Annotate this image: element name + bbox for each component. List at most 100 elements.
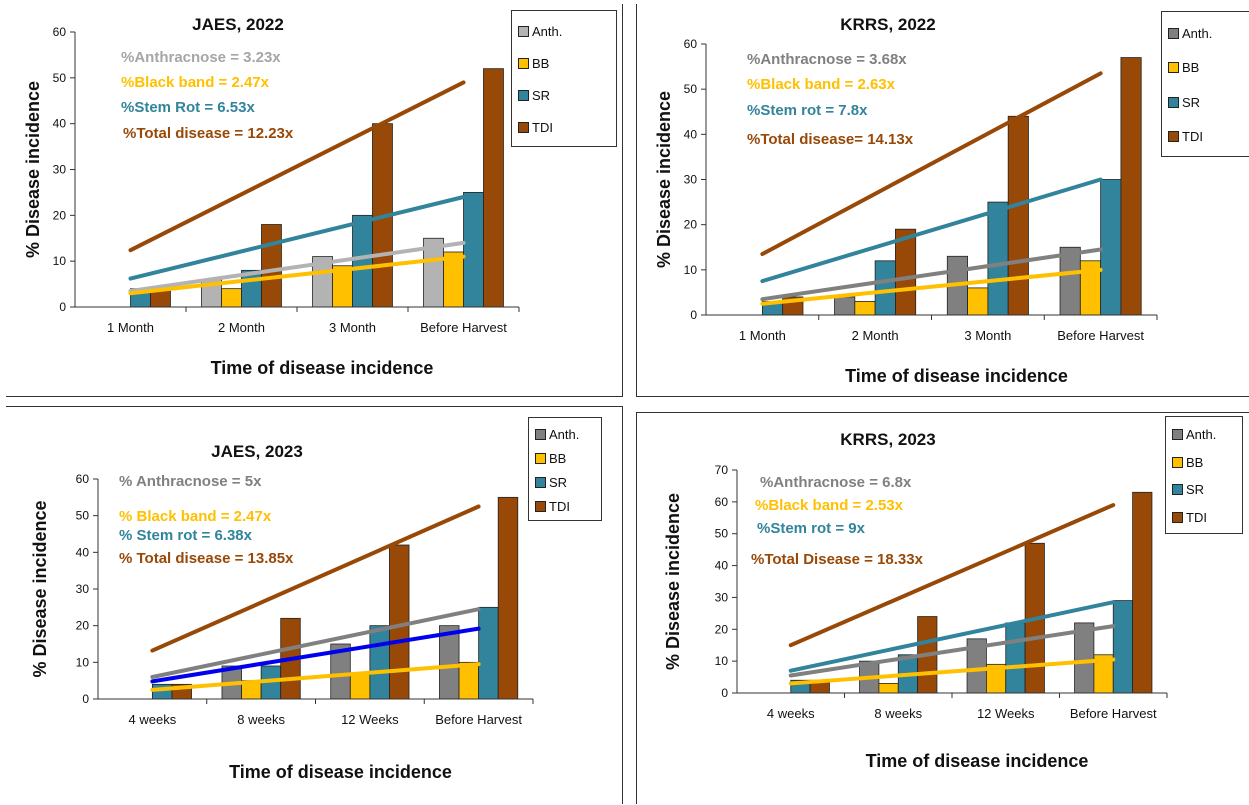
legend-item: TDI [1172,504,1236,532]
y-tick-label: 50 [53,71,67,85]
chart-canvas: JAES, 2023 0 10 20 30 40 50 60 4 weeks 8 weeks 12 … [30,442,534,782]
x-tick-label: 2 Month [852,328,899,343]
trendline-anth [128,240,466,293]
y-tick-label: 20 [76,619,90,633]
legend-item: SR [1172,476,1236,504]
x-tick-label: 2 Month [218,320,265,335]
chart-legend: Anth. BB SR TDI [528,417,602,521]
trendline-bb [788,657,1116,686]
x-tick-label: Before Harvest [1070,706,1157,721]
legend-swatch [535,500,546,512]
chart-legend: Anth. BB SR TDI [1161,11,1249,157]
y-tick-label: 50 [684,82,698,96]
legend-swatch [518,90,529,102]
trendline-bb [150,662,481,692]
x-tick-label: 4 weeks [129,712,177,727]
y-tick-label: 0 [59,300,66,314]
chart-title: JAES, 2022 [192,15,284,34]
bar-tdi [389,544,410,700]
bar-bb [349,672,371,700]
bar-bb [854,301,876,316]
legend-item: TDI [535,494,595,518]
bar-sr [369,625,390,700]
y-tick-label: 30 [76,582,90,596]
x-tick-label: 1 Month [107,320,154,335]
bar-tdi [483,68,504,308]
legend-item: SR [1168,85,1246,120]
legend-label: SR [1186,482,1205,498]
chart-panel-krrs-2023: KRRS, 2023 0 10 20 30 40 50 60 70 4 weeks 8 weeks 1… [636,412,1249,804]
bar-tdi [1120,57,1142,316]
chart-panel-krrs-2022: KRRS, 2022 0 10 20 30 40 50 60 1 Month 2 Month 3 M… [636,4,1249,397]
y-tick-label: 40 [76,545,90,559]
trend-annotation: % Black band = 2.47x [119,508,272,525]
trendline-anth [788,624,1116,678]
legend-swatch [1172,484,1183,496]
legend-item: TDI [1168,120,1246,155]
x-tick-label: Before Harvest [435,712,522,727]
bar-sr [987,201,1009,316]
legend-item: BB [1168,51,1246,86]
x-tick-label: 4 weeks [767,706,815,721]
legend-swatch [535,452,546,464]
legend-swatch [518,25,529,37]
x-axis-label: Time of disease incidence [845,366,1068,386]
bar-bb [967,287,989,316]
legend-item: BB [1172,449,1236,477]
trendline-sr [760,177,1103,284]
chart-title: KRRS, 2023 [840,430,935,449]
y-tick-label: 40 [715,559,729,573]
trendline-tdi [760,71,1103,257]
bar-sr [463,192,484,308]
y-tick-label: 50 [76,509,90,523]
bar-sr [1112,600,1134,694]
trend-annotation: %Total disease= 14.13x [747,131,914,148]
y-tick-label: 30 [53,163,67,177]
x-tick-label: 8 weeks [874,706,922,721]
legend-item: TDI [518,112,610,144]
y-axis-label: % Disease incidence [663,493,683,670]
y-tick-label: 0 [721,686,728,700]
y-tick-label: 10 [53,254,67,268]
bar-tdi [1007,115,1029,316]
legend-swatch [1172,456,1183,468]
x-tick-label: 8 weeks [237,712,285,727]
legend-label: Anth. [1182,25,1213,41]
y-tick-label: 10 [715,654,729,668]
trend-annotation: %Black band = 2.47x [121,74,270,91]
trend-annotation: %Total disease = 12.23x [123,125,294,142]
trend-annotation: %Stem rot = 9x [757,520,866,537]
trend-annotation: % Stem rot = 6.38x [119,527,253,544]
y-tick-label: 60 [53,25,67,39]
bar-bb [878,683,899,694]
trendline-sr [788,600,1116,673]
legend-swatch [518,122,529,134]
x-axis-label: Time of disease incidence [211,358,434,378]
x-tick-label: 12 Weeks [341,712,399,727]
bar-tdi [261,224,282,308]
legend-label: SR [1182,94,1201,110]
trendline-sr [150,626,481,684]
bar-bb [458,661,480,700]
trend-annotation: %Anthracnose = 3.23x [121,49,281,66]
legend-label: SR [532,88,551,104]
trendline-anth [760,247,1103,302]
legend-swatch [518,57,529,69]
y-axis-label: % Disease incidence [30,500,50,677]
legend-label: BB [1182,60,1200,76]
chart-panel-jaes-2023: JAES, 2023 0 10 20 30 40 50 60 4 weeks 8 weeks 12 … [6,406,623,804]
legend-swatch [1168,96,1179,108]
y-axis-label: % Disease incidence [23,81,43,258]
legend-swatch [535,476,546,488]
legend-item: BB [518,47,610,79]
x-tick-label: 3 Month [329,320,376,335]
bar-anth [1059,246,1081,316]
trend-annotation: %Black band = 2.63x [747,76,896,93]
x-tick-label: Before Harvest [1057,328,1144,343]
legend-item: Anth. [535,422,595,446]
trend-annotation: %Total Disease = 18.33x [751,551,924,568]
trendline-bb [128,254,466,296]
legend-label: BB [532,55,550,71]
legend-item: SR [535,470,595,494]
chart-canvas: JAES, 2022 0 10 20 30 40 50 60 1 Month 2 Month 3 M… [23,15,520,378]
